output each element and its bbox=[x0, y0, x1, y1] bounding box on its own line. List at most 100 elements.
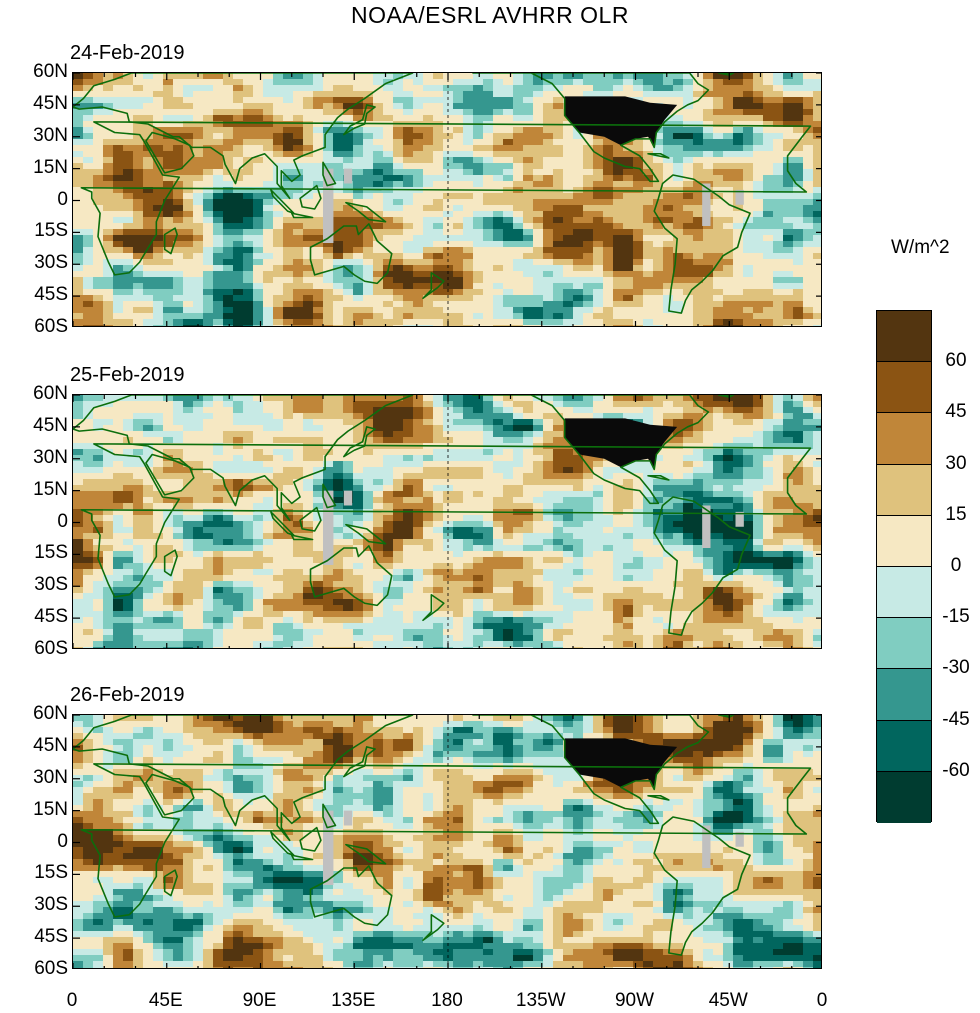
lat-label: 15S bbox=[34, 542, 68, 564]
figure-title: NOAA/ESRL AVHRR OLR bbox=[351, 2, 629, 28]
colorbar-swatch bbox=[877, 311, 931, 363]
coastline-australia bbox=[309, 223, 393, 285]
coastline-n-america bbox=[472, 395, 710, 505]
lat-label: 0 bbox=[57, 188, 68, 210]
coastline-newzealand bbox=[422, 913, 445, 942]
usa-masked-region bbox=[564, 418, 678, 468]
coastline-arabia bbox=[145, 453, 195, 496]
coastline-s-america bbox=[653, 816, 751, 956]
coastline-newguinea bbox=[345, 523, 387, 545]
lat-label: 0 bbox=[57, 830, 68, 852]
lon-label: 180 bbox=[431, 990, 463, 1011]
lat-label: 15N bbox=[33, 798, 68, 820]
coastline-s-america bbox=[653, 496, 751, 636]
coastline-africa bbox=[80, 443, 812, 598]
missing-data-patch bbox=[323, 168, 334, 243]
coastline-europe-asia bbox=[73, 715, 414, 842]
coastline-sumatra bbox=[270, 511, 295, 537]
coastline-philippines bbox=[322, 483, 337, 509]
coastline-java bbox=[290, 534, 314, 541]
lat-label: 30N bbox=[33, 766, 68, 788]
coastline-africa bbox=[80, 121, 812, 276]
olr-anomaly-map-1 bbox=[73, 73, 821, 326]
coastline-newzealand bbox=[422, 593, 445, 622]
missing-data-patch bbox=[702, 183, 711, 226]
missing-data-patch bbox=[343, 490, 353, 506]
lat-label: 30N bbox=[33, 446, 68, 468]
coastline-philippines bbox=[322, 161, 337, 187]
coastline-newguinea bbox=[345, 201, 387, 223]
lat-label: 15S bbox=[34, 220, 68, 242]
lat-label: 60N bbox=[33, 703, 68, 724]
colorbar bbox=[876, 310, 932, 823]
missing-data-patch bbox=[735, 831, 744, 847]
lat-label: 30S bbox=[34, 574, 68, 596]
coastline-madagascar bbox=[163, 869, 178, 897]
olr-anomaly-map-2 bbox=[73, 395, 821, 648]
colorbar-level-label: -30 bbox=[942, 657, 970, 679]
colorbar-level-label: 45 bbox=[945, 401, 967, 423]
missing-data-patch bbox=[735, 511, 744, 527]
lat-label: 15S bbox=[34, 862, 68, 884]
colorbar-swatch bbox=[877, 362, 931, 414]
panel-2-date: 25-Feb-2019 bbox=[70, 364, 185, 386]
lon-label: 135W bbox=[515, 990, 566, 1011]
lat-label: 45N bbox=[33, 414, 68, 436]
coastline-arabia bbox=[145, 131, 195, 174]
coastline-cuba bbox=[647, 474, 670, 481]
coastline-n-america bbox=[472, 73, 710, 183]
lat-label: 30S bbox=[34, 252, 68, 274]
coastline-africa bbox=[80, 763, 812, 918]
olr-anomaly-map-panel-3 bbox=[72, 714, 822, 969]
usa-masked-region bbox=[564, 738, 678, 788]
lat-label: 45S bbox=[34, 926, 68, 948]
olr-anomaly-map-panel-1 bbox=[72, 72, 822, 327]
panel-3-date: 26-Feb-2019 bbox=[70, 684, 185, 706]
anomaly-field bbox=[73, 715, 821, 968]
coastline-arabia bbox=[145, 773, 195, 816]
colorbar-level-label: 0 bbox=[950, 555, 962, 576]
colorbar-swatch bbox=[877, 720, 931, 772]
lat-label: 60N bbox=[33, 61, 68, 82]
coastline-sumatra bbox=[270, 189, 295, 215]
coastline-s-america bbox=[653, 174, 751, 314]
coastline-greenland-edge bbox=[718, 73, 735, 76]
lon-label: 0 bbox=[816, 990, 828, 1011]
missing-data-patch bbox=[323, 810, 334, 885]
coastline-greenland-edge bbox=[718, 395, 735, 398]
coastline-europe-asia bbox=[73, 395, 414, 522]
coastline-australia bbox=[309, 545, 393, 607]
lat-label: 30S bbox=[34, 894, 68, 916]
missing-data-patch bbox=[735, 189, 744, 205]
lat-label: 60N bbox=[33, 383, 68, 404]
coastline-borneo bbox=[299, 184, 322, 210]
usa-masked-region bbox=[564, 96, 678, 146]
lon-label: 90W bbox=[614, 990, 655, 1011]
coastline-sumatra bbox=[270, 831, 295, 857]
coastline-n-america bbox=[472, 715, 710, 825]
lon-label: 90E bbox=[242, 990, 277, 1011]
coastline-japan bbox=[343, 104, 376, 136]
coastline-java bbox=[290, 212, 314, 219]
colorbar-level-label: -15 bbox=[942, 606, 970, 628]
lon-label: 0 bbox=[66, 990, 78, 1011]
coastline-borneo bbox=[299, 826, 322, 852]
coastline-newzealand bbox=[422, 271, 445, 300]
coastline-greenland-edge bbox=[718, 715, 735, 718]
colorbar-level-label: 15 bbox=[945, 503, 967, 525]
lon-label: 45W bbox=[708, 990, 748, 1011]
lat-label: 15N bbox=[33, 478, 68, 500]
lon-label: 135E bbox=[331, 990, 376, 1011]
missing-data-patch bbox=[343, 168, 353, 184]
anomaly-field bbox=[73, 395, 821, 648]
colorbar-swatch bbox=[877, 515, 931, 567]
colorbar-level-label: 60 bbox=[945, 350, 967, 372]
colorbar-swatch bbox=[877, 464, 931, 516]
lon-label: 45E bbox=[148, 990, 183, 1011]
missing-data-patch bbox=[702, 825, 711, 868]
panel-1-date: 24-Feb-2019 bbox=[70, 42, 185, 64]
lat-label: 60S bbox=[34, 958, 68, 979]
missing-data-patch bbox=[343, 810, 353, 826]
lat-label: 45S bbox=[34, 606, 68, 628]
coastline-madagascar bbox=[163, 549, 178, 577]
